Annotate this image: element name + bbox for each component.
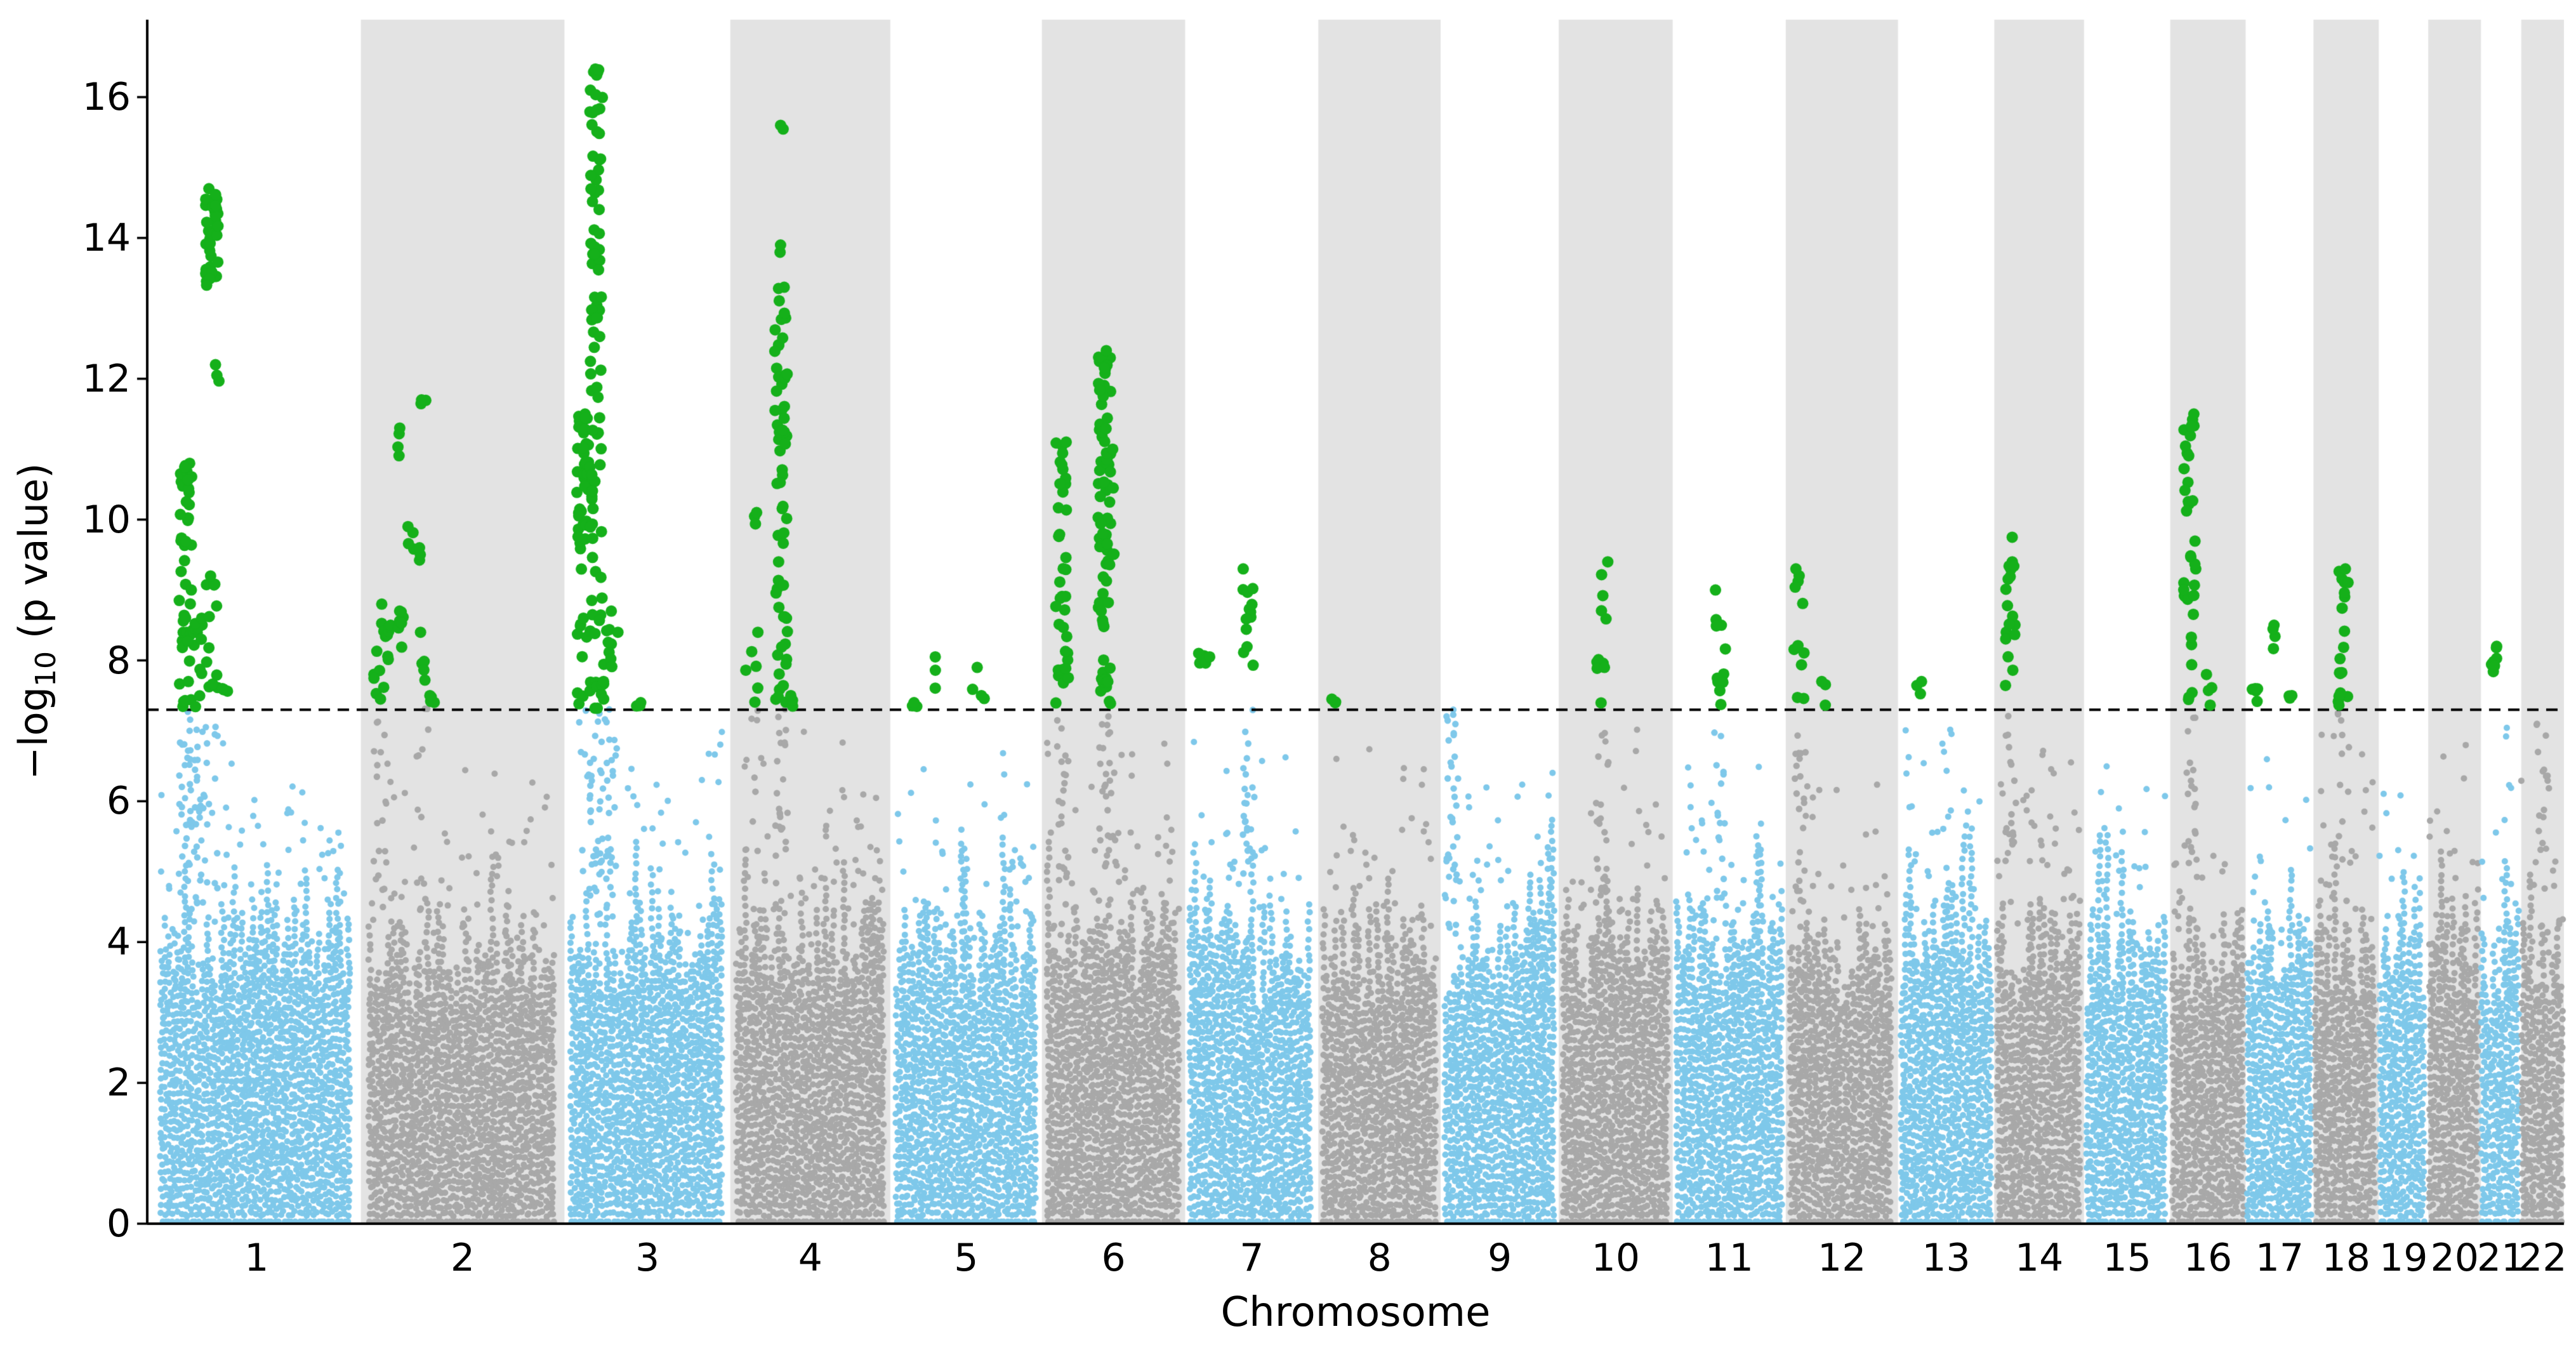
x-tick-chromosome-label: 7 bbox=[1239, 1236, 1264, 1280]
x-axis-title: Chromosome bbox=[1220, 1289, 1491, 1336]
y-tick-label: 16 bbox=[82, 75, 131, 120]
y-tick-label: 14 bbox=[82, 215, 131, 260]
y-axis-title-subscript: 10 bbox=[30, 651, 63, 687]
x-tick-chromosome-label: 15 bbox=[2103, 1236, 2151, 1280]
y-axis-title: −log10 (p value) bbox=[10, 463, 62, 780]
x-tick-chromosome-label: 19 bbox=[2379, 1236, 2428, 1280]
y-tick-label: 2 bbox=[106, 1061, 131, 1106]
x-tick-chromosome-label: 6 bbox=[1101, 1236, 1126, 1280]
x-tick-chromosome-label: 1 bbox=[244, 1236, 269, 1280]
x-tick-chromosome-label: 4 bbox=[798, 1236, 822, 1280]
y-tick-label: 10 bbox=[82, 497, 131, 542]
x-tick-chromosome-label: 18 bbox=[2322, 1236, 2370, 1280]
x-tick-chromosome-label: 5 bbox=[954, 1236, 979, 1280]
x-tick-chromosome-label: 14 bbox=[2014, 1236, 2064, 1280]
x-tick-chromosome-label: 17 bbox=[2255, 1236, 2304, 1280]
x-tick-chromosome-label: 20 bbox=[2430, 1236, 2479, 1280]
x-tick-chromosome-label: 9 bbox=[1487, 1236, 1512, 1280]
y-tick-label: 4 bbox=[106, 920, 131, 965]
y-tick-label: 0 bbox=[106, 1201, 131, 1246]
x-tick-chromosome-label: 8 bbox=[1367, 1236, 1392, 1280]
x-tick-chromosome-label: 2 bbox=[450, 1236, 475, 1280]
x-tick-chromosome-label: 10 bbox=[1591, 1236, 1641, 1280]
y-tick-label: 8 bbox=[106, 638, 131, 683]
y-axis-title-prefix: −log bbox=[10, 687, 56, 780]
x-tick-chromosome-label: 11 bbox=[1705, 1236, 1754, 1280]
x-tick-chromosome-label: 3 bbox=[635, 1236, 660, 1280]
y-tick-label: 12 bbox=[82, 356, 131, 401]
y-tick-label: 6 bbox=[106, 779, 131, 824]
x-tick-chromosome-label: 13 bbox=[1922, 1236, 1971, 1280]
x-tick-chromosome-label: 12 bbox=[1818, 1236, 1866, 1280]
x-tick-chromosome-label: 16 bbox=[2183, 1236, 2233, 1280]
y-axis-title-suffix: (p value) bbox=[10, 463, 56, 652]
x-tick-chromosome-label: 21 bbox=[2476, 1236, 2526, 1280]
x-tick-chromosome-label: 22 bbox=[2518, 1236, 2567, 1280]
